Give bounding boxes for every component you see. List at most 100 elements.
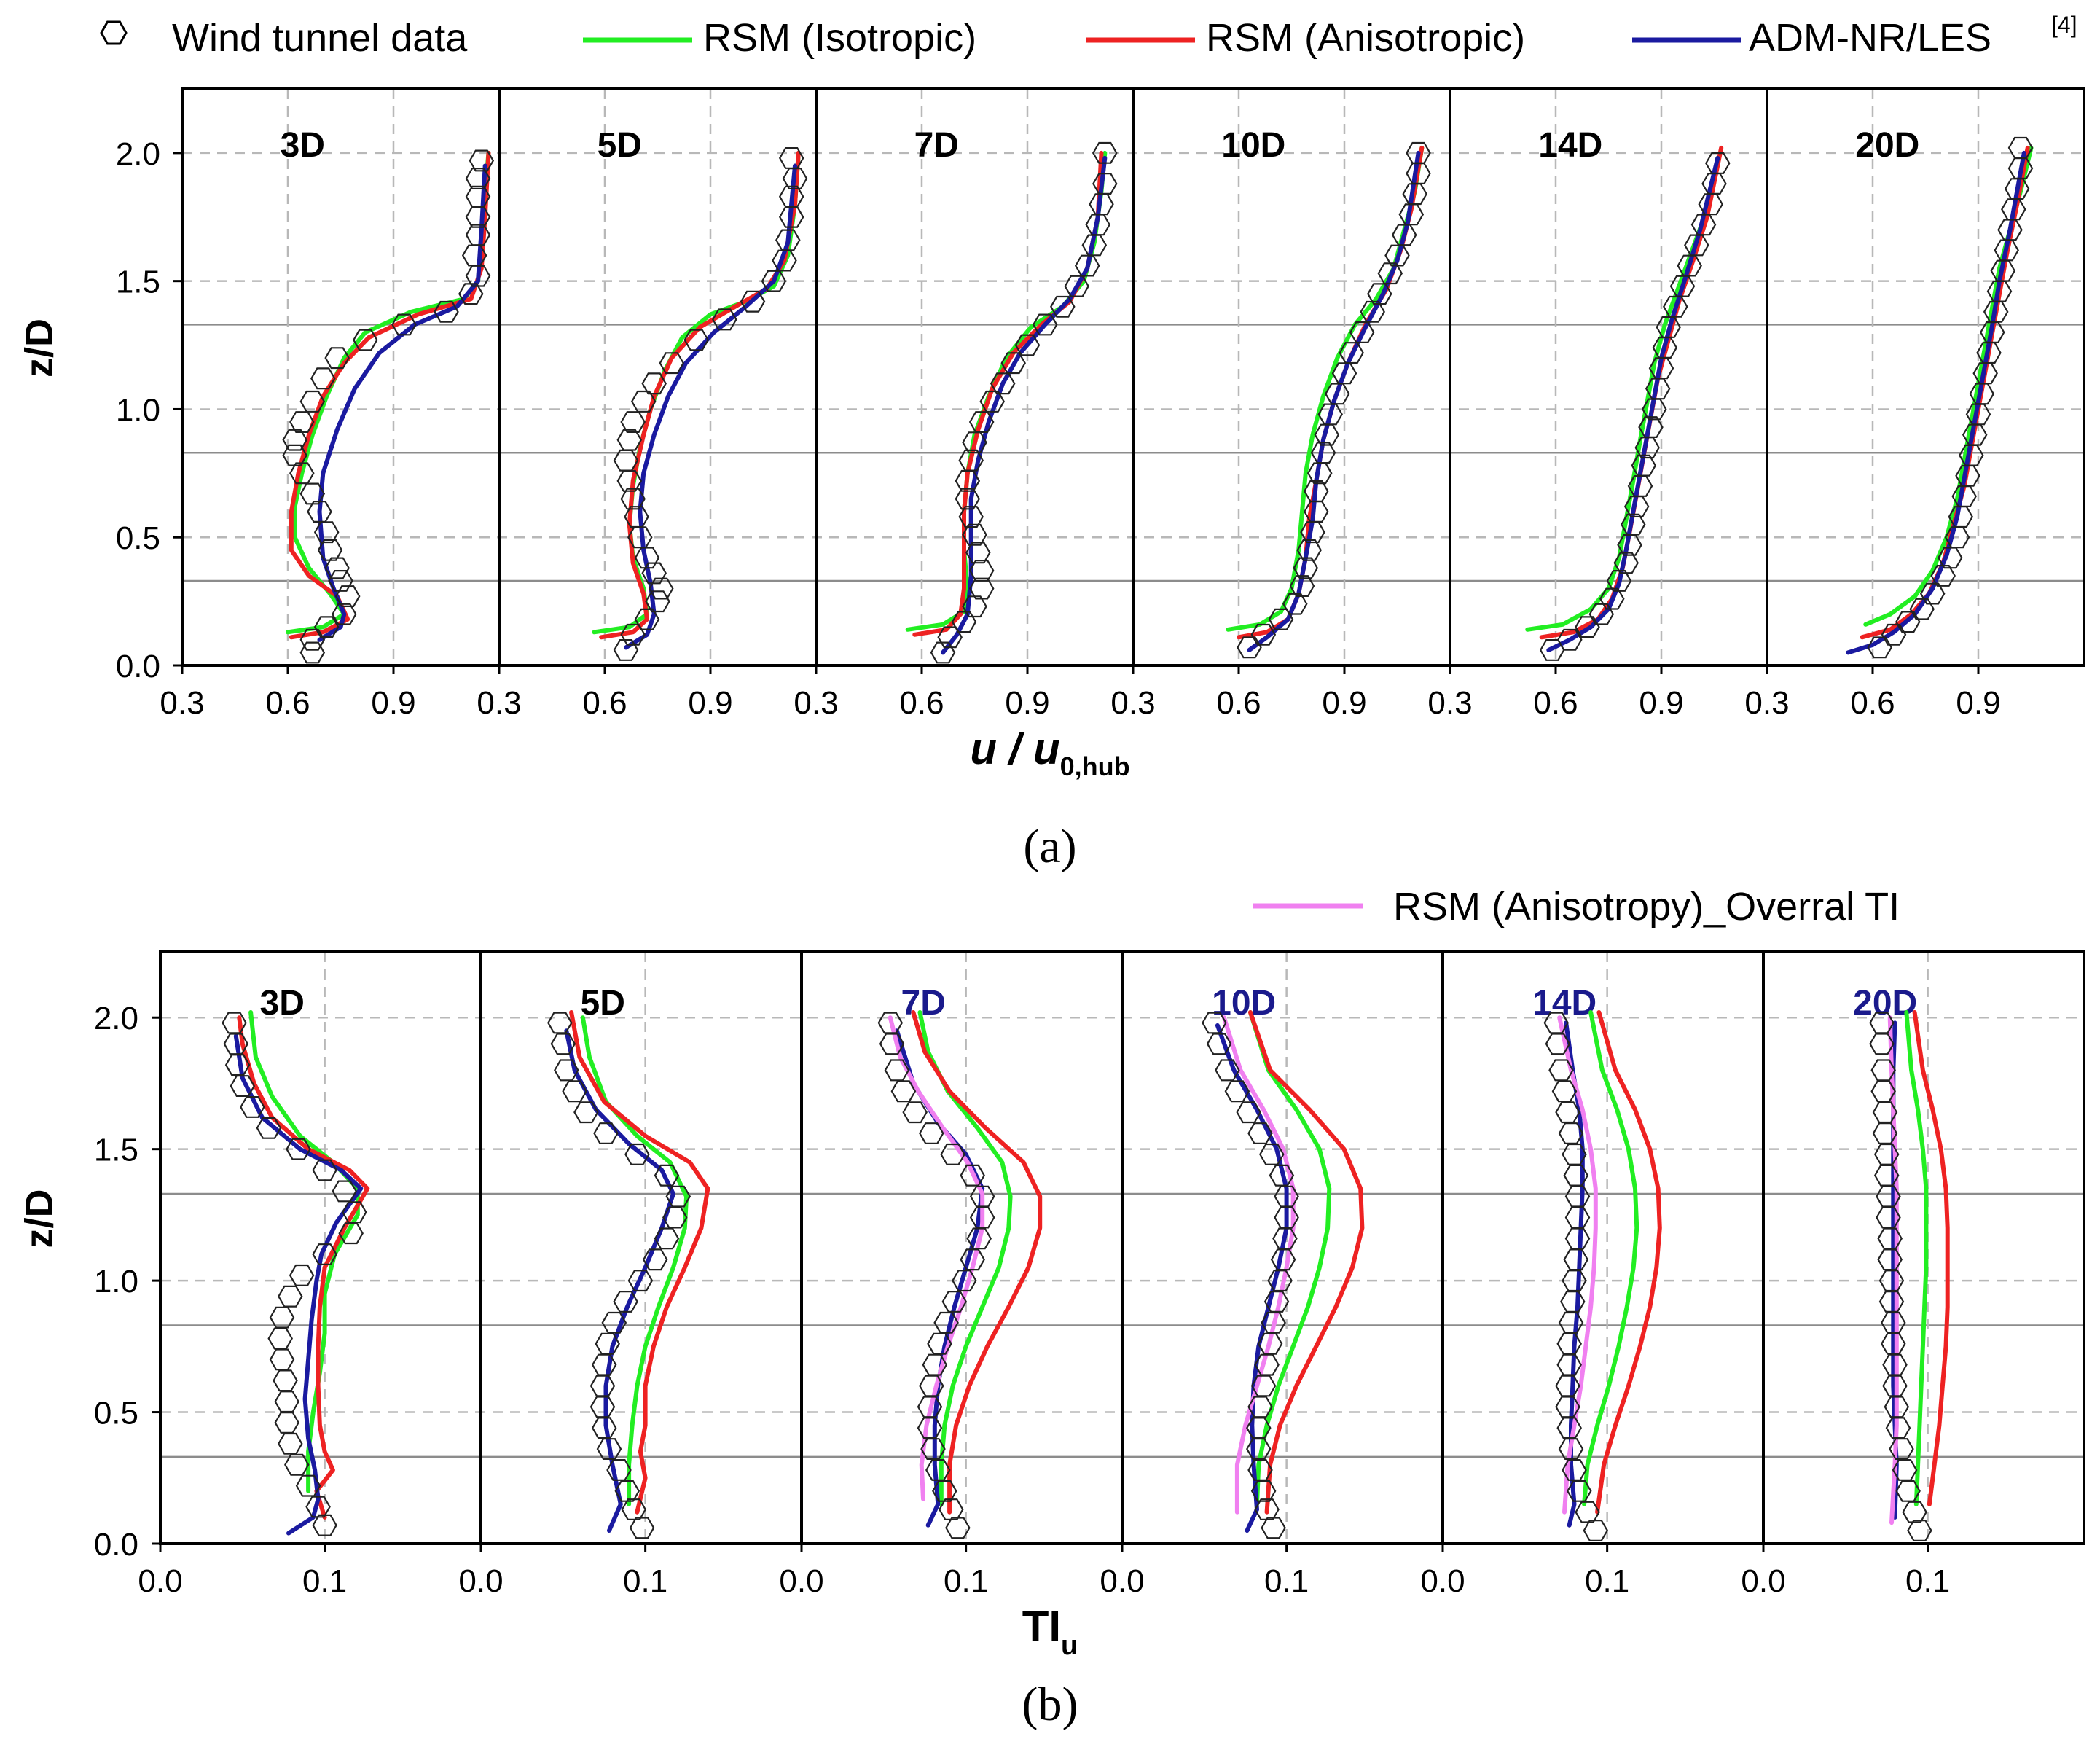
wind-tunnel-point	[1237, 636, 1262, 659]
wind-tunnel-point	[965, 542, 991, 564]
wind-tunnel-point	[933, 1311, 959, 1334]
wind-tunnel-point	[550, 1033, 576, 1055]
wind-tunnel-point	[1250, 1480, 1277, 1502]
x-tick-label: 0.3	[1427, 685, 1472, 721]
series-line-rsm-anisotropy-overral-ti	[888, 1015, 985, 1501]
series-line-rsm-anisotropic	[1248, 1010, 1365, 1515]
wind-tunnel-point	[1269, 1164, 1295, 1187]
wind-tunnel-point	[1548, 1059, 1574, 1082]
wind-tunnel-point	[1575, 616, 1600, 638]
wind-tunnel-point	[616, 429, 643, 451]
wind-tunnel-point	[310, 367, 336, 390]
wind-tunnel-point	[665, 1185, 691, 1208]
wind-tunnel-point	[1872, 1101, 1898, 1124]
y-tick-label: 0.0	[94, 1527, 138, 1563]
wind-tunnel-point	[960, 1248, 985, 1271]
wind-tunnel-point	[1261, 1517, 1286, 1539]
panel-label: 5D	[598, 126, 642, 165]
wind-tunnel-point	[1563, 1164, 1589, 1187]
wind-tunnel-point	[1575, 1501, 1600, 1523]
wind-tunnel-point	[1872, 1122, 1898, 1145]
wind-tunnel-point	[932, 1480, 957, 1502]
wind-tunnel-point	[1556, 1353, 1582, 1376]
wind-tunnel-point	[955, 488, 981, 510]
wind-tunnel-point	[1289, 575, 1315, 598]
x-tick-label: 0.9	[1639, 685, 1683, 721]
wind-tunnel-point	[917, 1417, 943, 1439]
wind-tunnel-point	[332, 603, 357, 625]
wind-tunnel-point	[1558, 1122, 1584, 1145]
x-tick-label: 0.1	[1585, 1563, 1629, 1599]
wind-tunnel-point	[278, 1432, 303, 1455]
wind-tunnel-point	[778, 147, 804, 169]
wind-tunnel-point	[589, 1396, 616, 1418]
plot-frame	[159, 950, 2085, 1545]
wind-tunnel-point	[547, 1012, 573, 1034]
wind-tunnel-point	[683, 329, 709, 351]
series-line-adm-nr-les	[1546, 155, 1720, 652]
x-tick-label: 0.9	[1005, 685, 1049, 721]
wind-tunnel-point	[282, 429, 307, 451]
wind-tunnel-point	[317, 539, 343, 561]
panel-label: 20D	[1855, 126, 1919, 165]
wind-tunnel-point	[879, 1033, 905, 1055]
wind-tunnel-point	[1296, 539, 1322, 561]
legend-b: RSM (Anisotropy)_Overral TI	[1253, 885, 1900, 929]
wind-tunnel-point	[324, 557, 350, 579]
panel-7D: 7D 0.3 0.6 0.9	[794, 89, 1118, 721]
wind-tunnel-point	[465, 185, 491, 208]
panel-label: 5D	[581, 984, 625, 1023]
wind-tunnel-point	[654, 1164, 680, 1187]
panel-5D: 5D 0.3 0.6 0.9	[477, 89, 808, 721]
y-tick-label: 1.5	[94, 1133, 138, 1168]
wind-tunnel-point	[1247, 1122, 1273, 1145]
wind-tunnel-point	[641, 372, 667, 395]
wind-tunnel-point	[1613, 552, 1639, 574]
wind-tunnel-point	[1889, 1438, 1914, 1461]
wind-tunnel-point	[1032, 313, 1058, 336]
wind-tunnel-point	[465, 224, 491, 246]
x-tick-label: 0.0	[138, 1563, 182, 1599]
y-tick-label: 0.5	[116, 520, 160, 556]
wind-tunnel-point	[573, 1101, 599, 1124]
x-tick-label: 0.3	[794, 685, 838, 721]
wind-tunnel-point	[1254, 1498, 1280, 1520]
legend-label-rsm-isotropic: RSM (Isotropic)	[703, 16, 976, 60]
wind-tunnel-point	[1870, 1059, 1896, 1082]
wind-tunnel-point	[1885, 1417, 1911, 1439]
wind-tunnel-point	[902, 1101, 928, 1124]
x-tick-label: 0.6	[1850, 685, 1895, 721]
wind-tunnel-point	[740, 290, 766, 313]
wind-tunnel-point	[269, 1348, 295, 1371]
wind-tunnel-point	[1250, 623, 1277, 646]
wind-tunnel-point	[595, 1332, 620, 1355]
wind-tunnel-point	[616, 469, 643, 492]
series-line-adm-nr-les	[1846, 150, 2026, 655]
wind-tunnel-point	[1564, 1185, 1591, 1208]
wind-tunnel-point	[458, 283, 484, 305]
wind-tunnel-point	[1877, 1227, 1903, 1250]
wind-tunnel-point	[1705, 152, 1731, 174]
wind-tunnel-point	[1919, 582, 1946, 605]
wind-tunnel-point	[629, 1517, 655, 1539]
x-tick-label: 0.1	[302, 1563, 347, 1599]
series-line-rsm-isotropic	[1904, 1010, 1929, 1506]
wind-tunnel-point	[1564, 1206, 1591, 1229]
wind-tunnel-point	[1224, 1080, 1250, 1103]
x-axis-label: TIu	[1022, 1602, 1078, 1661]
y-tick-label: 1.0	[116, 392, 160, 428]
wind-tunnel-point	[1556, 1332, 1582, 1355]
wind-tunnel-point	[299, 628, 326, 651]
panel-label: 3D	[281, 126, 325, 165]
wind-tunnel-point	[1282, 593, 1308, 615]
wind-tunnel-point	[299, 641, 326, 664]
wind-tunnel-point	[223, 1033, 249, 1055]
wind-tunnel-point	[305, 1496, 331, 1518]
x-tick-label: 0.3	[160, 685, 204, 721]
wind-tunnel-point	[952, 1270, 977, 1292]
wind-tunnel-point	[634, 608, 660, 630]
panel-3D: 3D 0.3 0.6 0.9	[160, 89, 495, 721]
wind-tunnel-point	[274, 1411, 299, 1434]
